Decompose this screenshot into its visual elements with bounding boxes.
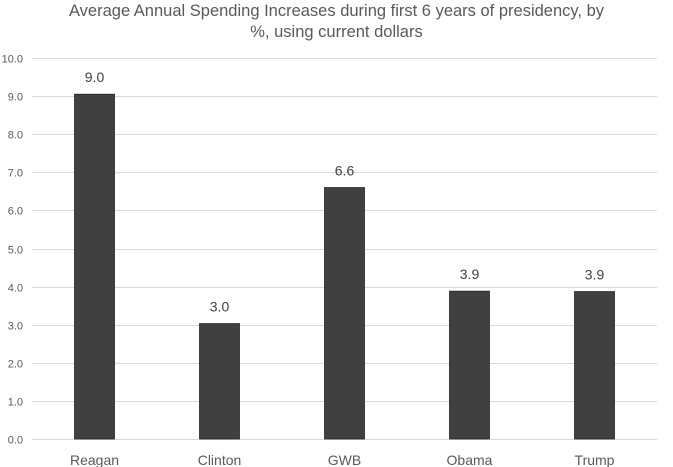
bar-reagan bbox=[74, 93, 115, 440]
category-label-reagan: Reagan bbox=[70, 452, 119, 467]
x-axis-category-labels: Reagan Clinton GWB Obama Trump bbox=[70, 452, 615, 467]
category-label-obama: Obama bbox=[447, 452, 493, 467]
data-label-trump: 3.9 bbox=[585, 267, 605, 283]
y-tick-label: 9.0 bbox=[8, 92, 23, 104]
y-tick-label: 5.0 bbox=[8, 245, 23, 257]
data-label-clinton: 3.0 bbox=[210, 299, 230, 315]
chart-title-line-2: %, using current dollars bbox=[250, 23, 423, 41]
y-tick-label: 2.0 bbox=[8, 359, 23, 371]
y-tick-label: 10.0 bbox=[2, 54, 23, 66]
bar-trump bbox=[574, 291, 615, 440]
y-tick-label: 0.0 bbox=[8, 435, 23, 447]
y-tick-label: 7.0 bbox=[8, 168, 23, 180]
gridlines bbox=[32, 58, 657, 440]
data-label-gwb: 6.6 bbox=[335, 163, 355, 179]
bars bbox=[74, 93, 615, 440]
category-label-trump: Trump bbox=[575, 452, 615, 467]
y-tick-label: 6.0 bbox=[8, 206, 23, 218]
y-tick-label: 1.0 bbox=[8, 397, 23, 409]
y-tick-label: 4.0 bbox=[8, 283, 23, 295]
data-label-reagan: 9.0 bbox=[85, 69, 105, 85]
category-label-gwb: GWB bbox=[328, 452, 361, 467]
y-tick-label: 8.0 bbox=[8, 130, 23, 142]
chart-title: Average Annual Spending Increases during… bbox=[0, 0, 673, 43]
chart-title-line-1: Average Annual Spending Increases during… bbox=[68, 2, 605, 20]
bar-obama bbox=[449, 290, 490, 440]
y-axis-tick-labels: 0.0 1.0 2.0 3.0 4.0 5.0 6.0 7.0 8.0 9.0 10.0 bbox=[2, 54, 23, 447]
y-tick-label: 3.0 bbox=[8, 321, 23, 333]
bar-clinton bbox=[199, 323, 240, 440]
data-labels: 9.0 3.0 6.6 3.9 3.9 bbox=[85, 69, 605, 314]
data-label-obama: 3.9 bbox=[460, 266, 480, 282]
category-label-clinton: Clinton bbox=[198, 452, 242, 467]
bar-gwb bbox=[324, 187, 365, 440]
